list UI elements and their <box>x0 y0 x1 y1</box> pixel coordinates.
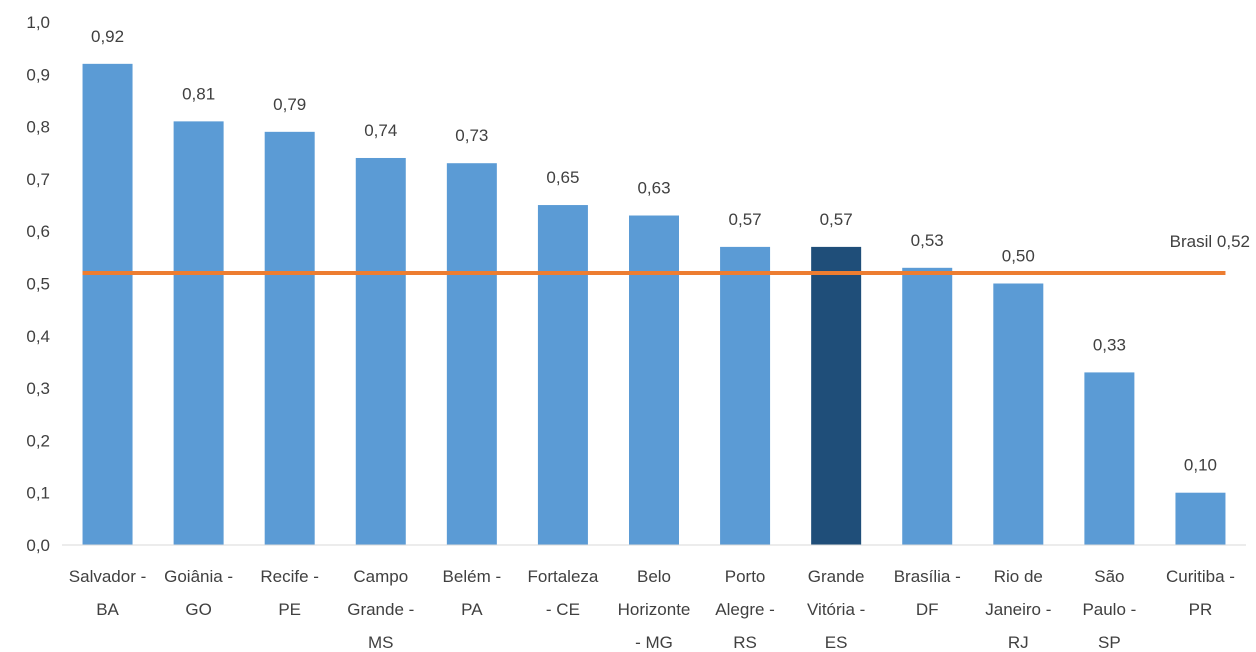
data-label: 0,63 <box>637 179 670 198</box>
bar <box>1084 372 1135 545</box>
x-tick-label: Belo Horizonte - MG <box>618 567 691 652</box>
data-label: 0,65 <box>546 168 579 187</box>
x-tick-label: Campo Grande -MS <box>347 567 414 652</box>
x-tick-label: Porto Alegre -RS <box>715 567 775 652</box>
x-tick-label: Curitiba -PR <box>1166 567 1235 619</box>
bar <box>811 246 862 545</box>
x-tick-label: Fortaleza - CE <box>527 567 598 619</box>
y-tick-label: 0,2 <box>26 431 50 450</box>
x-tick-label: Belém -PA <box>443 567 502 619</box>
x-tick-label: Goiânia -GO <box>164 567 233 619</box>
value-labels: 0,92 0,81 0,79 0,74 0,73 0,65 0,63 0,57 0,57 0,53… <box>91 27 1217 475</box>
bar <box>537 205 588 546</box>
bar <box>82 63 133 546</box>
y-tick-label: 1,0 <box>26 13 50 32</box>
data-label: 0,33 <box>1093 335 1126 354</box>
category-labels: Salvador -BA Goiânia -GO Recife -PE Campo Gr… <box>69 567 1235 652</box>
data-label: 0,92 <box>91 27 124 46</box>
data-label: 0,57 <box>820 210 853 229</box>
reference-line-label: Brasil 0,52 <box>1170 232 1250 251</box>
bar <box>902 267 953 545</box>
data-label: 0,73 <box>455 126 488 145</box>
bar <box>720 246 771 545</box>
y-axis-tick-labels: 0,0 0,1 0,2 0,3 0,4 0,5 0,6 0,7 0,8 0,9 1,0 <box>26 13 50 555</box>
y-tick-label: 0,9 <box>26 65 50 84</box>
bar <box>993 283 1044 545</box>
bar <box>355 157 406 546</box>
y-tick-label: 0,5 <box>26 275 50 294</box>
x-tick-label: Recife -PE <box>260 567 319 619</box>
bar <box>629 215 679 545</box>
y-tick-label: 0,6 <box>26 222 50 241</box>
bar <box>1175 492 1226 545</box>
data-label: 0,57 <box>729 210 762 229</box>
x-tick-label: Grande Vitória -ES <box>807 567 865 652</box>
y-tick-label: 0,8 <box>26 118 50 137</box>
data-label: 0,53 <box>911 231 944 250</box>
data-label: 0,81 <box>182 84 215 103</box>
x-tick-label: Salvador -BA <box>69 567 146 619</box>
data-label: 0,50 <box>1002 247 1035 266</box>
reference-line-group: Brasil 0,52 <box>82 232 1250 276</box>
data-label: 0,74 <box>364 121 397 140</box>
y-tick-label: 0,1 <box>26 484 50 503</box>
y-tick-label: 0,0 <box>26 536 50 555</box>
x-tick-label: Rio de Janeiro -RJ <box>985 567 1051 652</box>
y-tick-label: 0,7 <box>26 170 50 189</box>
bar <box>264 131 315 545</box>
y-tick-label: 0,4 <box>26 327 50 346</box>
y-tick-label: 0,3 <box>26 379 50 398</box>
bar <box>173 121 224 546</box>
x-tick-label: Brasília -DF <box>894 567 961 619</box>
bar <box>446 163 497 545</box>
bars <box>82 63 1226 546</box>
x-tick-label: São Paulo -SP <box>1082 567 1136 652</box>
data-label: 0,79 <box>273 95 306 114</box>
data-label: 0,10 <box>1184 456 1217 475</box>
